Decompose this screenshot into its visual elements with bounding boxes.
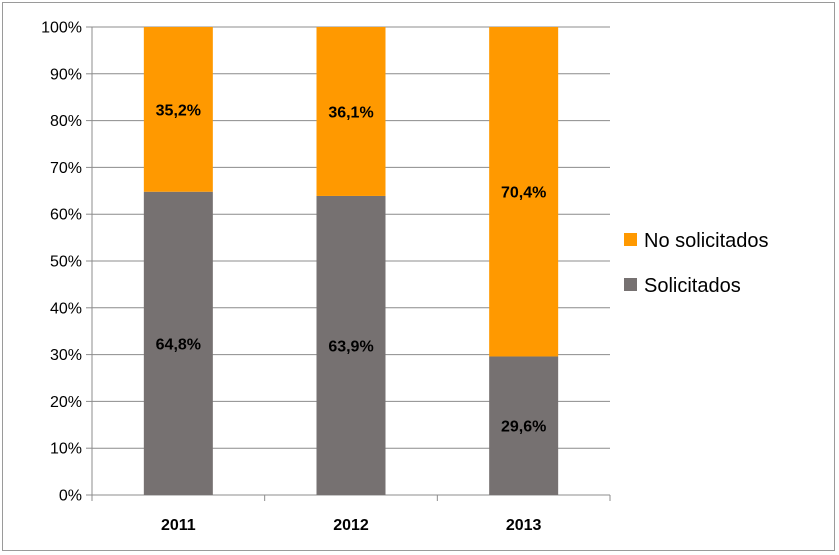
y-tick-label: 50% <box>50 254 82 271</box>
y-tick-label: 90% <box>50 66 82 83</box>
data-label: 70,4% <box>501 185 546 202</box>
bar-solicitados-2011 <box>143 191 213 495</box>
y-tick-label: 40% <box>50 300 82 317</box>
legend-label: Solicitados <box>644 275 741 297</box>
y-tick-label: 10% <box>50 441 82 458</box>
x-tick-label: 2011 <box>161 517 196 534</box>
y-tick-label: 30% <box>50 347 82 364</box>
y-tick-label: 100% <box>41 20 82 37</box>
data-label: 29,6% <box>501 419 546 436</box>
y-tick-label: 0% <box>59 488 82 505</box>
x-tick-label: 2013 <box>506 517 542 534</box>
bar-no-solicitados-2011 <box>143 27 213 192</box>
data-label: 64,8% <box>156 336 201 353</box>
legend-swatch-no-solicitados <box>624 233 637 246</box>
x-tick-label: 2012 <box>333 517 369 534</box>
data-label: 63,9% <box>328 338 373 355</box>
y-tick-label: 80% <box>50 113 82 130</box>
bar-no-solicitados-2012 <box>316 27 386 196</box>
bar-solicitados-2013 <box>489 356 559 495</box>
data-label: 35,2% <box>156 102 201 119</box>
y-tick-label: 60% <box>50 207 82 224</box>
legend-label: No solicitados <box>644 230 769 252</box>
legend-swatch-solicitados <box>624 278 637 291</box>
y-tick-label: 20% <box>50 394 82 411</box>
bar-no-solicitados-2013 <box>489 27 559 357</box>
y-tick-label: 70% <box>50 160 82 177</box>
data-label: 36,1% <box>328 104 373 121</box>
bar-solicitados-2012 <box>316 195 386 495</box>
